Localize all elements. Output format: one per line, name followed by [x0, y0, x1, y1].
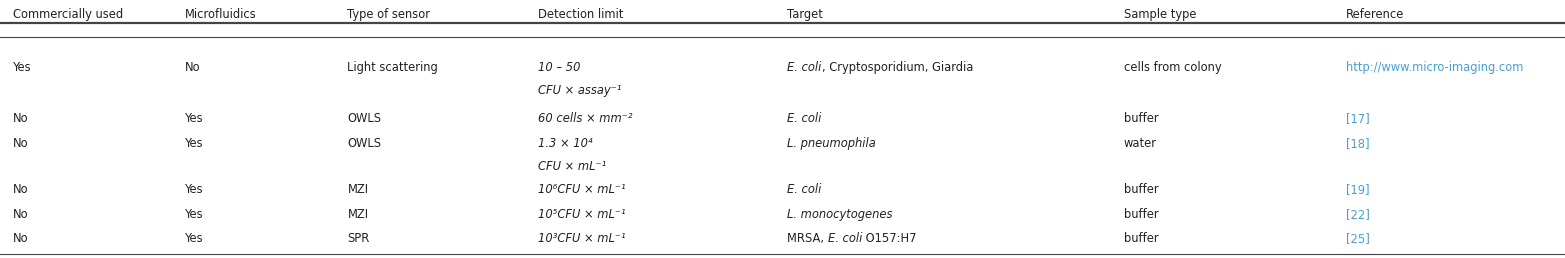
- Text: E. coli: E. coli: [787, 112, 822, 125]
- Text: OWLS: OWLS: [347, 112, 382, 125]
- Text: CFU × mL⁻¹: CFU × mL⁻¹: [538, 160, 607, 173]
- Text: Yes: Yes: [185, 208, 203, 221]
- Text: 10³CFU × mL⁻¹: 10³CFU × mL⁻¹: [538, 232, 626, 245]
- Text: 10⁶CFU × mL⁻¹: 10⁶CFU × mL⁻¹: [538, 183, 626, 196]
- Text: MRSA,: MRSA,: [787, 232, 828, 245]
- Text: Target: Target: [787, 8, 823, 21]
- Text: 10⁵CFU × mL⁻¹: 10⁵CFU × mL⁻¹: [538, 208, 626, 221]
- Text: E. coli: E. coli: [787, 61, 822, 74]
- Text: Detection limit: Detection limit: [538, 8, 624, 21]
- Text: No: No: [13, 112, 28, 125]
- Text: Light scattering: Light scattering: [347, 61, 438, 74]
- Text: OWLS: OWLS: [347, 137, 382, 150]
- Text: Commercially used: Commercially used: [13, 8, 122, 21]
- Text: MZI: MZI: [347, 208, 368, 221]
- Text: MZI: MZI: [347, 183, 368, 196]
- Text: No: No: [13, 137, 28, 150]
- Text: buffer: buffer: [1124, 232, 1158, 245]
- Text: O157:H7: O157:H7: [862, 232, 917, 245]
- Text: Microfluidics: Microfluidics: [185, 8, 257, 21]
- Text: Yes: Yes: [185, 137, 203, 150]
- Text: No: No: [13, 232, 28, 245]
- Text: 60 cells × mm⁻²: 60 cells × mm⁻²: [538, 112, 632, 125]
- Text: 1.3 × 10⁴: 1.3 × 10⁴: [538, 137, 593, 150]
- Text: Type of sensor: Type of sensor: [347, 8, 430, 21]
- Text: Yes: Yes: [185, 232, 203, 245]
- Text: cells from colony: cells from colony: [1124, 61, 1221, 74]
- Text: [22]: [22]: [1346, 208, 1369, 221]
- Text: water: water: [1124, 137, 1157, 150]
- Text: No: No: [13, 183, 28, 196]
- Text: L. pneumophila: L. pneumophila: [787, 137, 876, 150]
- Text: Yes: Yes: [13, 61, 31, 74]
- Text: L. monocytogenes: L. monocytogenes: [787, 208, 892, 221]
- Text: E. coli: E. coli: [828, 232, 862, 245]
- Text: No: No: [185, 61, 200, 74]
- Text: buffer: buffer: [1124, 112, 1158, 125]
- Text: E. coli: E. coli: [787, 183, 822, 196]
- Text: buffer: buffer: [1124, 208, 1158, 221]
- Text: No: No: [13, 208, 28, 221]
- Text: , Cryptosporidium, Giardia: , Cryptosporidium, Giardia: [822, 61, 973, 74]
- Text: Yes: Yes: [185, 183, 203, 196]
- Text: [25]: [25]: [1346, 232, 1369, 245]
- Text: [18]: [18]: [1346, 137, 1369, 150]
- Text: CFU × assay⁻¹: CFU × assay⁻¹: [538, 84, 621, 97]
- Text: http://www.micro-imaging.com: http://www.micro-imaging.com: [1346, 61, 1523, 74]
- Text: [17]: [17]: [1346, 112, 1369, 125]
- Text: 10 – 50: 10 – 50: [538, 61, 581, 74]
- Text: [19]: [19]: [1346, 183, 1369, 196]
- Text: Reference: Reference: [1346, 8, 1404, 21]
- Text: SPR: SPR: [347, 232, 369, 245]
- Text: Yes: Yes: [185, 112, 203, 125]
- Text: Sample type: Sample type: [1124, 8, 1196, 21]
- Text: buffer: buffer: [1124, 183, 1158, 196]
